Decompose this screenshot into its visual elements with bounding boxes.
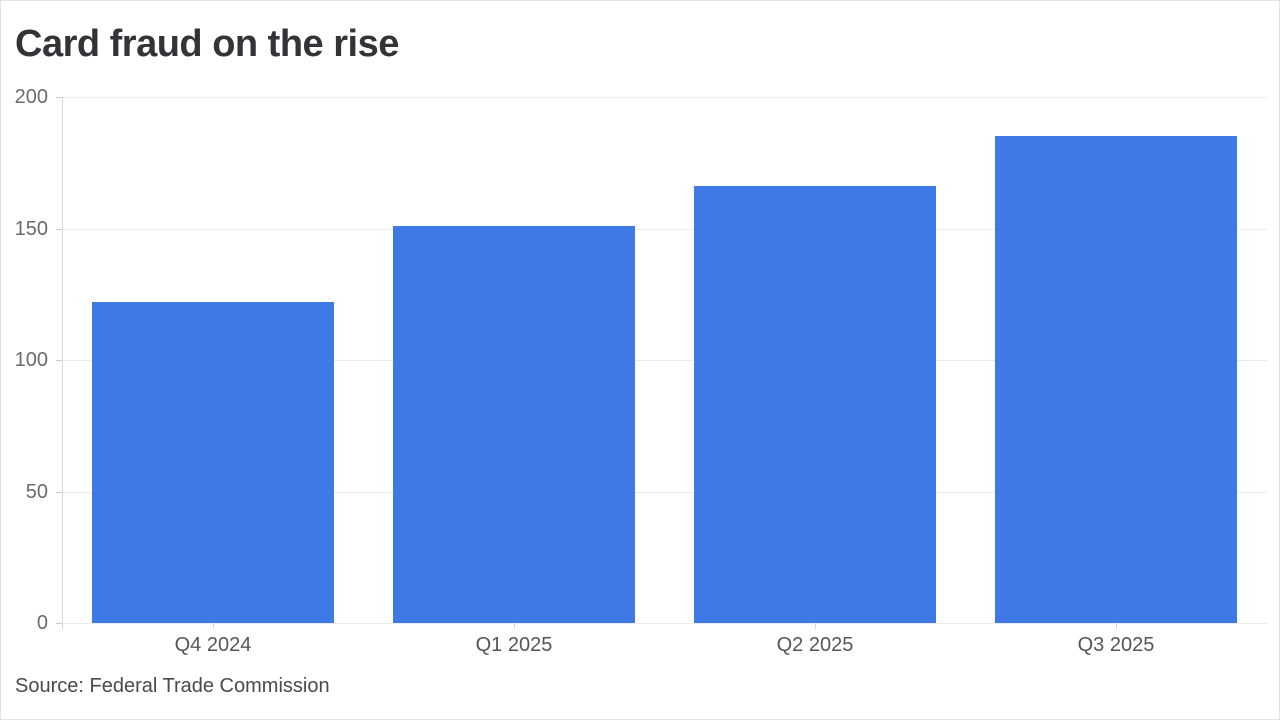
chart-source: Source: Federal Trade Commission bbox=[15, 675, 330, 697]
y-axis-tick-200 bbox=[56, 97, 62, 98]
x-axis-label-3: Q2 2025 bbox=[776, 634, 854, 656]
x-axis-label-4: Q3 2025 bbox=[1077, 634, 1155, 656]
y-axis-label-50: 50 bbox=[25, 481, 48, 503]
x-axis-tick-4 bbox=[1116, 623, 1117, 629]
y-axis-label-150: 150 bbox=[14, 218, 48, 240]
bar-q4-2024 bbox=[91, 302, 334, 623]
y-axis-label-200: 200 bbox=[14, 86, 48, 108]
gridline-0 bbox=[62, 623, 1267, 624]
x-axis-tick-1 bbox=[213, 623, 214, 629]
y-axis-label-0: 0 bbox=[36, 612, 48, 634]
gridline-100 bbox=[62, 360, 1267, 361]
x-axis-label-1: Q4 2024 bbox=[174, 634, 252, 656]
x-axis-label-2: Q1 2025 bbox=[475, 634, 553, 656]
x-axis-tick-3 bbox=[815, 623, 816, 629]
y-axis-tick-50 bbox=[56, 492, 62, 493]
y-axis-tick-100 bbox=[56, 360, 62, 361]
chart-title: Card fraud on the rise bbox=[15, 23, 399, 65]
y-axis-line bbox=[62, 97, 63, 629]
bar-q3-2025 bbox=[995, 136, 1238, 623]
y-axis-tick-0 bbox=[56, 623, 62, 624]
y-axis-tick-150 bbox=[56, 229, 62, 230]
gridline-150 bbox=[62, 229, 1267, 230]
bar-q2-2025 bbox=[694, 186, 937, 623]
gridline-200 bbox=[62, 97, 1267, 98]
gridline-50 bbox=[62, 492, 1267, 493]
bar-q1-2025 bbox=[392, 225, 635, 623]
x-axis-tick-2 bbox=[514, 623, 515, 629]
y-axis-label-100: 100 bbox=[14, 349, 48, 371]
